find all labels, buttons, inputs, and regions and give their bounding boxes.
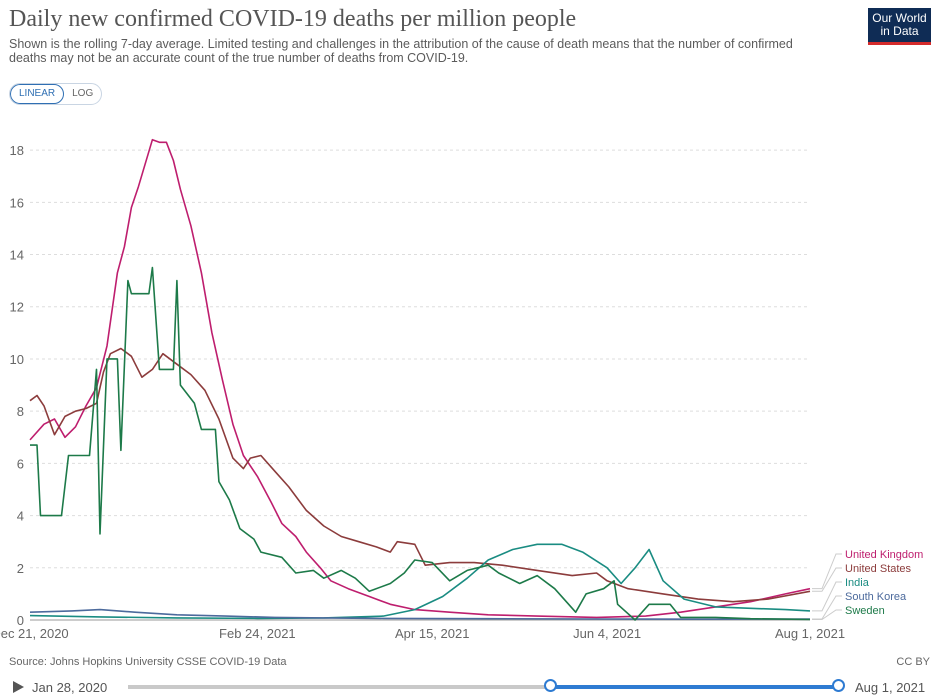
line-chart: 0 2 4 6 8 10 12 14 16 18 Dec 21, 2020 Feb 24, 2021… (0, 138, 923, 641)
x-tick-label: Aug 1, 2021 (775, 626, 845, 641)
y-tick-label: 0 (17, 613, 24, 628)
x-tick-label: Apr 15, 2021 (395, 626, 469, 641)
timeline-end-label: Aug 1, 2021 (855, 680, 926, 695)
y-axis-ticks: 0 2 4 6 8 10 12 14 16 18 (10, 143, 24, 628)
legend-label[interactable]: South Korea (845, 591, 907, 603)
chart-title: Daily new confirmed COVID-19 deaths per … (9, 6, 577, 32)
timeline: Jan 28, 2020 Aug 1, 2021 (0, 676, 940, 698)
timeline-selected-range (550, 685, 838, 689)
logo-line-1: Our World (872, 11, 927, 25)
y-tick-label: 16 (10, 195, 24, 210)
timeline-start-handle[interactable] (544, 679, 557, 692)
source-note[interactable]: Source: Johns Hopkins University CSSE CO… (9, 656, 287, 668)
y-tick-label: 18 (10, 143, 24, 158)
log-scale-button[interactable]: LOG (72, 88, 94, 99)
legend-connector (812, 553, 842, 590)
license-link[interactable]: CC BY (896, 656, 930, 668)
x-tick-label: Jun 4, 2021 (573, 626, 641, 641)
legend-connector (812, 595, 842, 620)
legend: United Kingdom United States India South Ko… (812, 549, 923, 620)
y-tick-label: 4 (17, 509, 24, 524)
play-icon[interactable] (13, 681, 24, 693)
logo-line-2: in Data (880, 24, 919, 38)
series-line-united-states[interactable] (29, 347, 811, 603)
timeline-track[interactable] (128, 685, 840, 689)
legend-label[interactable]: United States (845, 563, 912, 575)
linear-scale-button[interactable]: LINEAR (10, 84, 65, 104)
y-tick-label: 14 (10, 248, 24, 263)
legend-label[interactable]: United Kingdom (845, 549, 923, 561)
legend-connector (812, 581, 842, 612)
y-tick-label: 12 (10, 300, 24, 315)
y-tick-label: 8 (17, 404, 24, 419)
scale-toggle: LINEAR LOG (9, 83, 103, 105)
timeline-end-handle[interactable] (832, 679, 845, 692)
series-line-sweden[interactable] (30, 266, 811, 621)
y-tick-label: 6 (17, 456, 24, 471)
series-line-south-korea[interactable] (29, 608, 811, 620)
legend-label[interactable]: India (845, 577, 870, 589)
y-tick-label: 10 (10, 352, 24, 367)
owid-logo[interactable]: Our World in Data (868, 8, 931, 45)
legend-label[interactable]: Sweden (845, 605, 885, 617)
legend-connector (812, 567, 842, 592)
x-axis-ticks: Dec 21, 2020 Feb 24, 2021 Apr 15, 2021 Jun … (0, 626, 845, 641)
chart-subtitle: Shown is the rolling 7-day average. Limi… (9, 37, 793, 65)
timeline-start-label: Jan 28, 2020 (32, 680, 108, 695)
gridlines (30, 149, 810, 621)
series-line-united-kingdom[interactable] (29, 138, 811, 619)
x-tick-label: Feb 24, 2021 (219, 626, 296, 641)
legend-connector (812, 609, 842, 620)
x-tick-label: Dec 21, 2020 (0, 626, 69, 641)
series-lines (29, 138, 811, 621)
y-tick-label: 2 (17, 561, 24, 576)
